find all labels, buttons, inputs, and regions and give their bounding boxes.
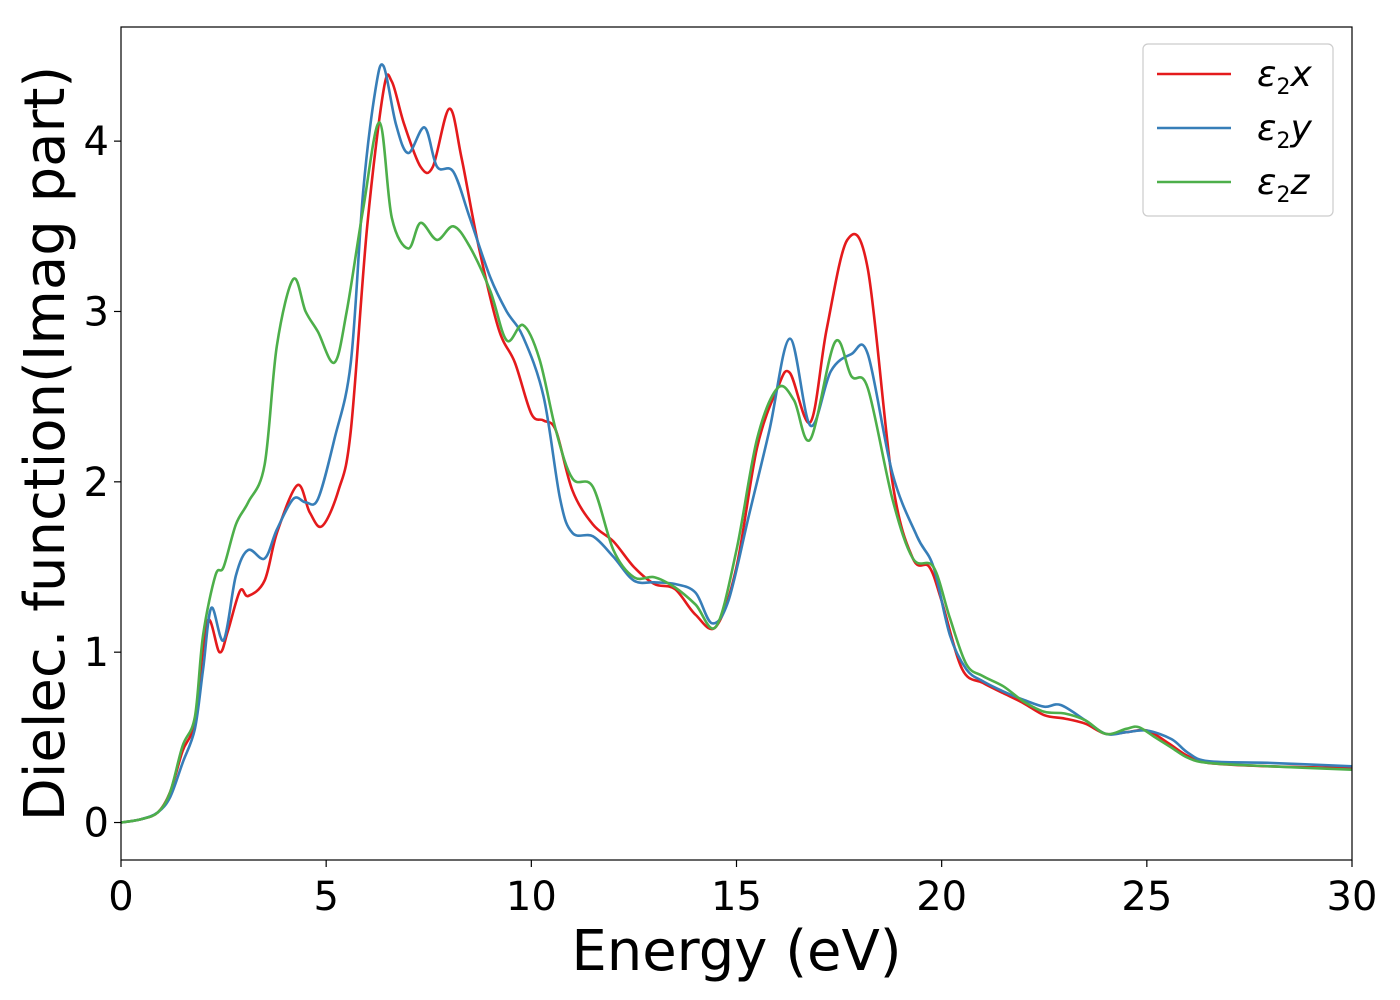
x-tick-label: 0 — [108, 874, 133, 920]
y-tick-label: 1 — [84, 630, 109, 676]
x-tick-label: 10 — [506, 874, 557, 920]
legend-subscript: 2 — [1276, 129, 1290, 154]
legend-label-z: ε2z — [1257, 162, 1310, 208]
y-tick-label: 4 — [84, 119, 109, 165]
series-layer — [121, 63, 1352, 824]
x-tick-label: 30 — [1327, 874, 1378, 920]
legend-symbol: ε — [1257, 54, 1276, 95]
legend-axis: z — [1289, 162, 1310, 203]
series-line-x — [121, 73, 1352, 824]
x-axis: 0 5 10 15 20 25 30 — [108, 860, 1377, 920]
x-tick-label: 25 — [1121, 874, 1172, 920]
legend-symbol: ε — [1257, 108, 1276, 149]
legend-label-y: ε2y — [1257, 108, 1312, 154]
y-tick-label: 0 — [84, 801, 109, 847]
legend-subscript: 2 — [1276, 183, 1290, 208]
y-axis: 0 1 2 3 4 — [84, 119, 121, 847]
legend-axis: x — [1289, 54, 1312, 95]
x-tick-label: 15 — [711, 874, 762, 920]
x-tick-label: 20 — [916, 874, 967, 920]
legend-label-x: ε2x — [1257, 54, 1312, 100]
y-tick-label: 3 — [84, 289, 109, 335]
legend-box — [1142, 43, 1334, 217]
y-tick-label: 2 — [84, 460, 109, 506]
y-axis-label: Dielec. function(Imag part) — [13, 66, 78, 822]
legend-axis: y — [1289, 108, 1312, 149]
x-axis-label: Energy (eV) — [571, 919, 901, 984]
legend-subscript: 2 — [1276, 75, 1290, 100]
series-line-z — [121, 121, 1352, 824]
x-tick-label: 5 — [313, 874, 338, 920]
legend-symbol: ε — [1257, 162, 1276, 203]
